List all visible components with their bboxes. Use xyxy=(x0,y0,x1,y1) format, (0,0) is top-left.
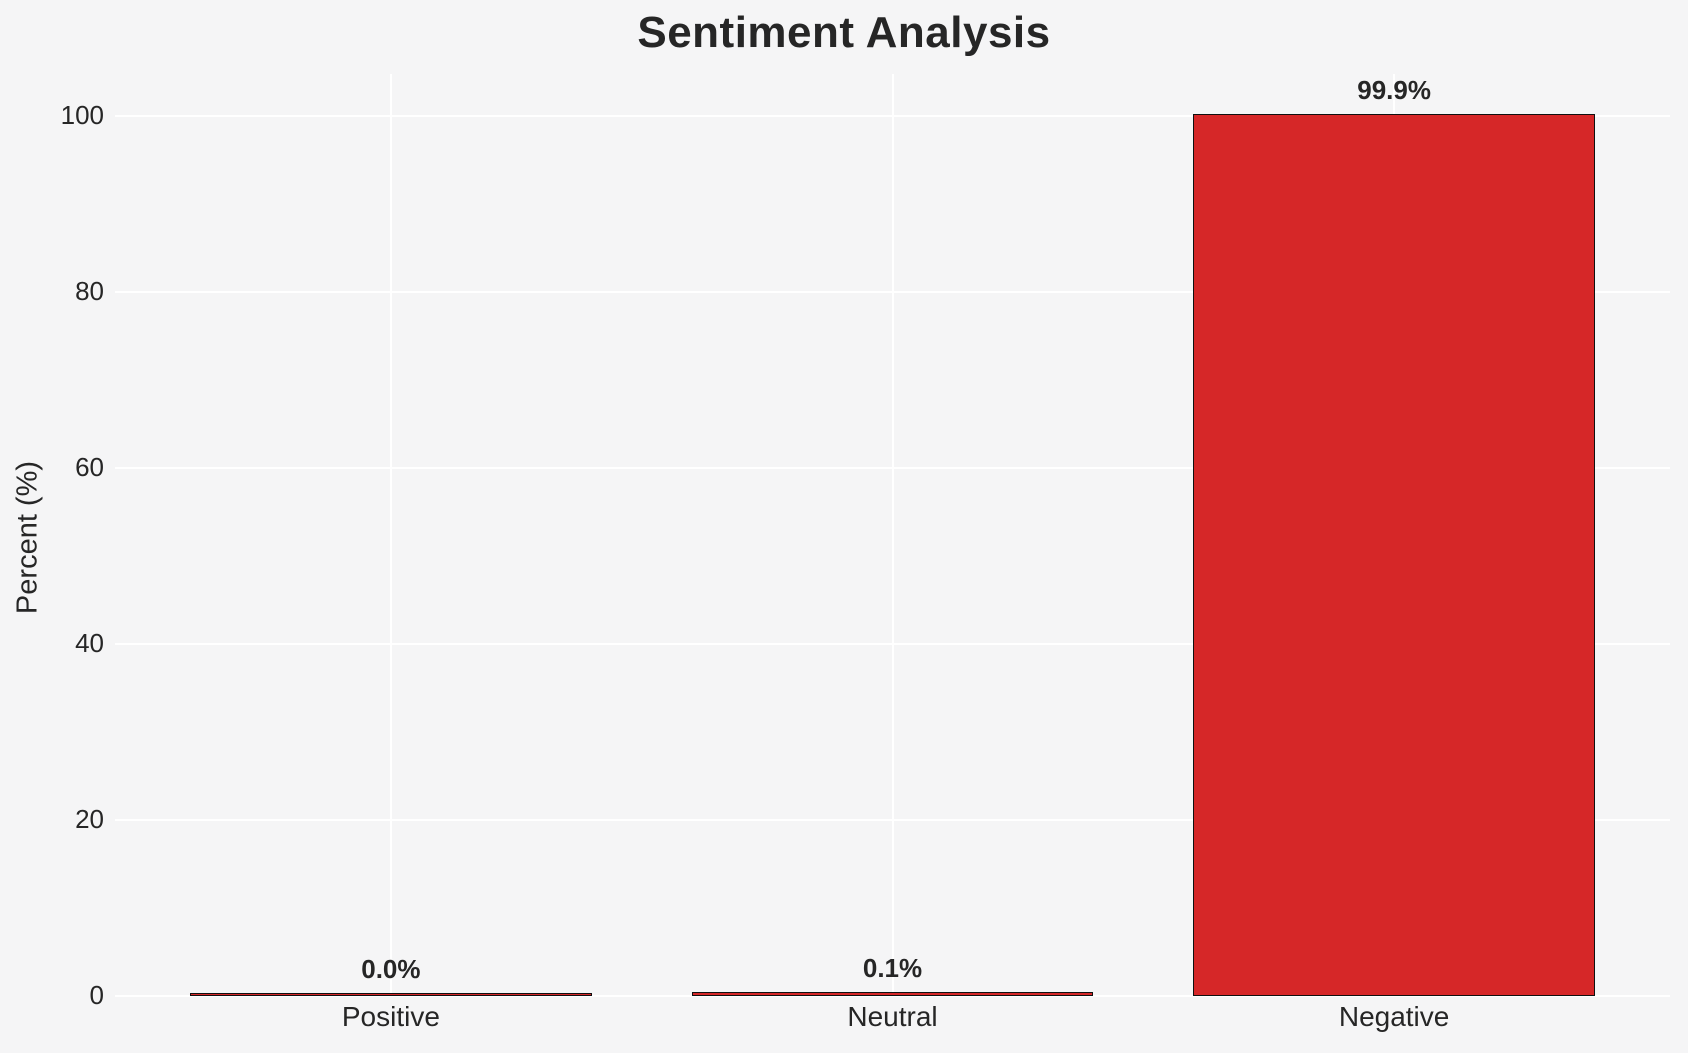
x-tick-label-negative: Negative xyxy=(1338,1001,1450,1032)
chart-title: Sentiment Analysis xyxy=(637,8,1051,57)
y-tick-label-80: 80 xyxy=(75,276,104,306)
y-tick-label-0: 0 xyxy=(89,980,104,1010)
bar-value-label-negative: 99.9% xyxy=(1357,75,1431,105)
plot-area: 0.0% 0.1% 99.9% xyxy=(115,74,1670,997)
y-tick-label-100: 100 xyxy=(60,100,104,130)
bar-value-label-neutral: 0.1% xyxy=(862,953,923,983)
y-tick-label-40: 40 xyxy=(75,628,104,658)
bar-value-label-positive: 0.0% xyxy=(361,954,421,984)
gridline-x-positive xyxy=(389,74,392,996)
gridline-x-neutral xyxy=(891,74,894,996)
y-tick-label-60: 60 xyxy=(75,452,104,482)
y-tick-label-20: 20 xyxy=(75,804,104,834)
x-tick-label-neutral: Neutral xyxy=(847,1001,938,1032)
bar-neutral xyxy=(691,992,1094,996)
bar-negative xyxy=(1193,114,1595,996)
gridline-y-0 xyxy=(115,995,1670,997)
bar-positive xyxy=(190,993,592,996)
x-tick-label-positive: Positive xyxy=(341,1001,440,1032)
